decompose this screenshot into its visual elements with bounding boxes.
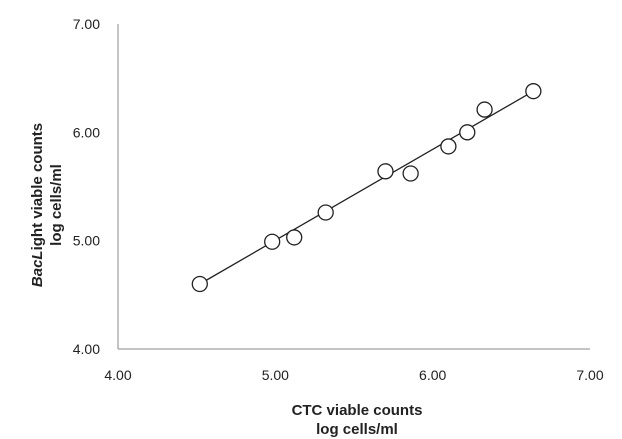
y-tick-label: 6.00 (73, 124, 100, 140)
y-tick-label: 5.00 (73, 233, 100, 249)
data-point (377, 163, 394, 180)
data-point (286, 229, 303, 246)
data-point (402, 165, 419, 182)
x-axis-title-line2: log cells/ml (316, 421, 398, 438)
regression-line (199, 90, 534, 285)
y-tick-label: 7.00 (73, 16, 100, 32)
data-point (459, 124, 476, 141)
data-point (264, 233, 281, 250)
x-tick-label: 7.00 (576, 367, 603, 383)
axes (117, 24, 590, 350)
y-tick-labels: 4.00 5.00 6.00 7.00 (73, 16, 100, 357)
data-point (476, 101, 493, 118)
x-tick-label: 4.00 (104, 367, 131, 383)
y-axis-title-line1: BacLight viable counts (29, 123, 46, 287)
data-point (440, 138, 457, 155)
x-axis-title-line1: CTC viable counts (292, 402, 423, 419)
y-axis-title: BacLight viable counts log cells/ml (29, 123, 65, 287)
y-tick-label: 4.00 (73, 341, 100, 357)
x-tick-label: 5.00 (262, 367, 289, 383)
x-tick-labels: 4.00 5.00 6.00 7.00 (104, 367, 603, 383)
data-point (525, 83, 542, 100)
data-points (191, 83, 542, 293)
x-tick-label: 6.00 (419, 367, 446, 383)
y-axis-title-rest: ight viable counts (29, 123, 46, 251)
y-axis-title-italic: BacL (29, 250, 46, 287)
data-point (191, 275, 208, 293)
y-axis-title-line2: log cells/ml (48, 164, 65, 246)
data-point (317, 204, 334, 221)
